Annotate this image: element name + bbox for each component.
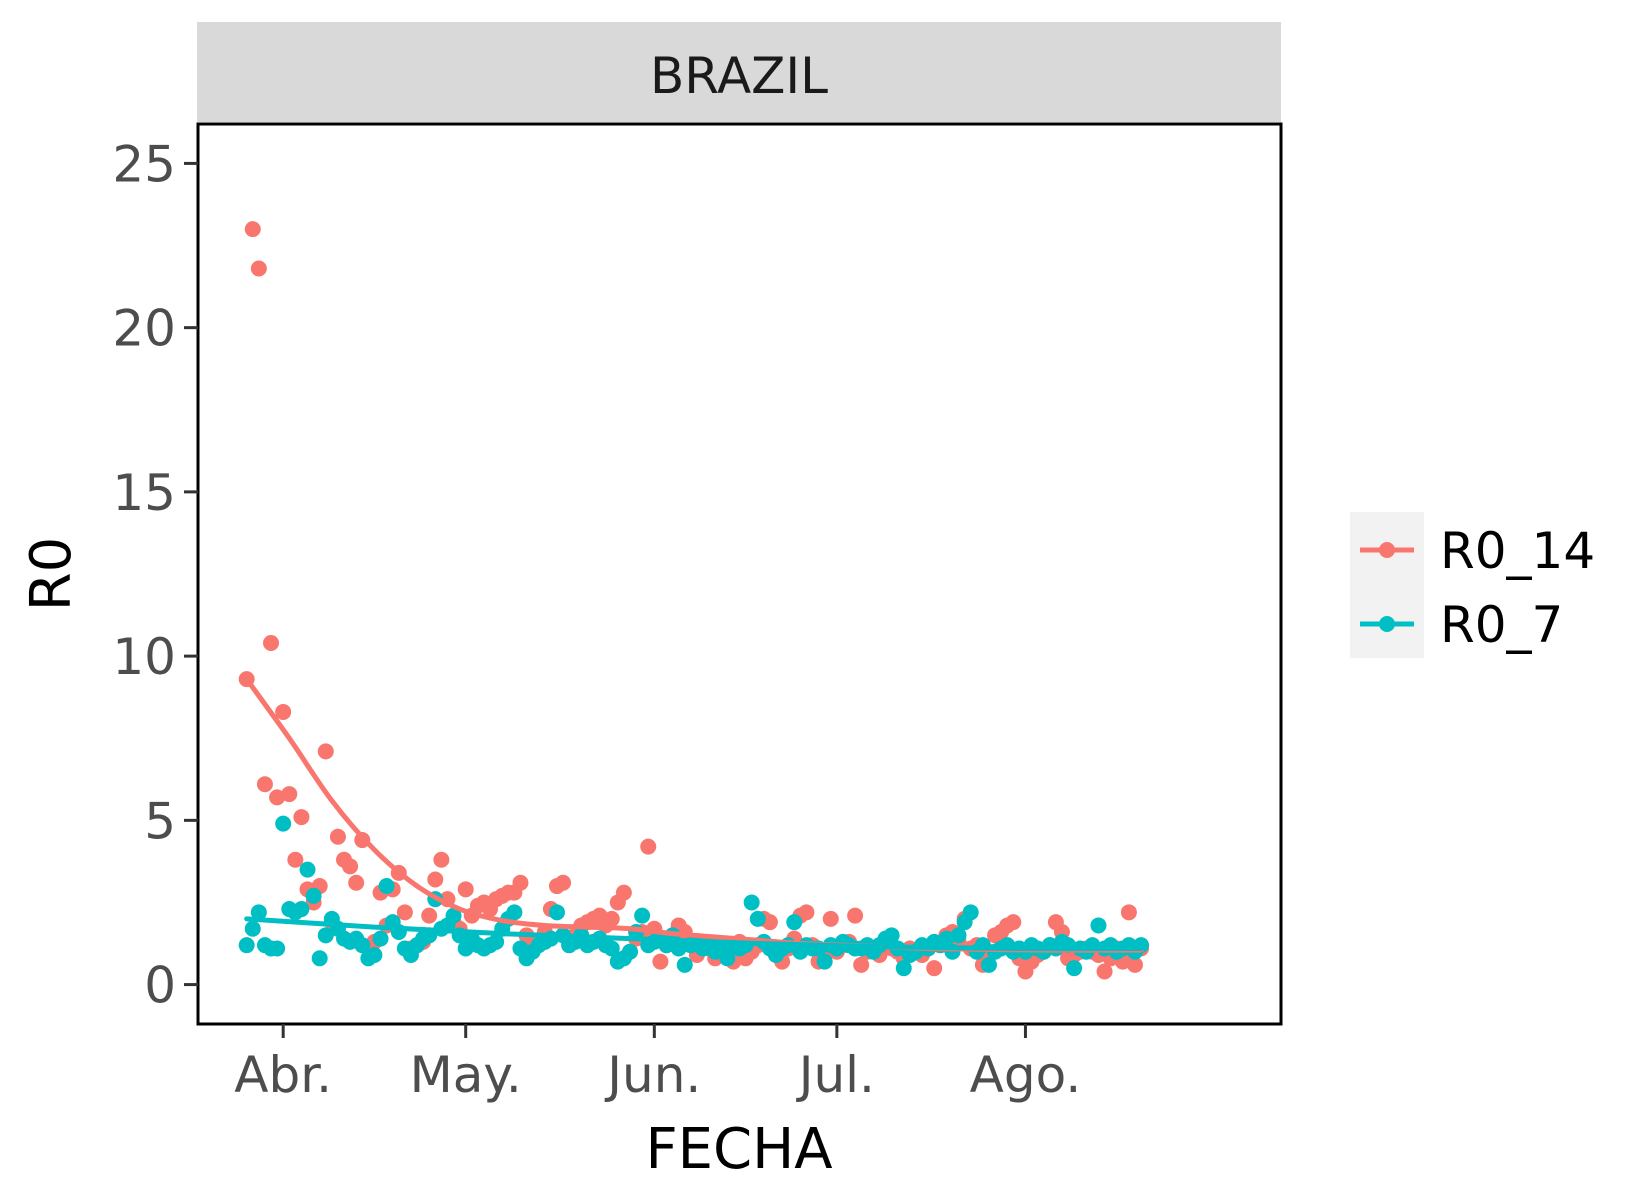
x-tick-label: May. <box>410 1046 522 1104</box>
data-point-r0-7 <box>445 907 462 924</box>
data-point-r0-14 <box>427 871 444 888</box>
data-point-r0-14 <box>926 960 943 977</box>
data-point-r0-14 <box>275 703 292 720</box>
trend-line-r0-7 <box>244 916 1144 952</box>
data-point-r0-7 <box>372 930 389 947</box>
data-point-r0-14 <box>263 634 280 651</box>
data-point-r0-7 <box>293 901 310 918</box>
data-point-r0-14 <box>433 851 450 868</box>
data-point-r0-14 <box>640 838 657 855</box>
data-point-r0-7 <box>938 930 955 947</box>
data-point-r0-7 <box>1090 917 1107 934</box>
y-tick-label: 20 <box>112 300 176 358</box>
data-point-r0-7 <box>603 940 620 957</box>
data-point-r0-14 <box>847 907 864 924</box>
data-point-r0-7 <box>378 878 395 895</box>
data-point-r0-7 <box>238 937 255 954</box>
legend-key-point-r0-7 <box>1379 616 1395 632</box>
legend-label-r0-7: R0_7 <box>1440 596 1563 654</box>
x-tick-label: Jun. <box>604 1046 701 1104</box>
data-point-r0-7 <box>743 894 760 911</box>
data-point-r0-7 <box>354 937 371 954</box>
data-point-r0-7 <box>317 927 334 944</box>
data-point-r0-7 <box>621 943 638 960</box>
y-tick-label: 5 <box>144 792 176 850</box>
x-axis-title: FECHA <box>645 1117 832 1182</box>
data-point-r0-14 <box>329 828 346 845</box>
x-tick-label: Abr. <box>234 1046 332 1104</box>
y-axis-title: R0 <box>19 537 84 612</box>
data-point-r0-14 <box>244 221 261 238</box>
data-point-r0-7 <box>962 904 979 921</box>
data-point-r0-14 <box>1120 904 1137 921</box>
data-point-r0-14 <box>269 789 286 806</box>
data-point-r0-7 <box>676 956 693 973</box>
data-point-r0-7 <box>749 910 766 927</box>
data-point-r0-14 <box>822 910 839 927</box>
data-point-r0-7 <box>816 953 833 970</box>
data-point-r0-14 <box>281 786 298 803</box>
data-point-r0-7 <box>548 904 565 921</box>
data-point-r0-7 <box>250 904 267 921</box>
data-point-r0-14 <box>853 956 870 973</box>
data-point-r0-14 <box>798 904 815 921</box>
y-tick-label: 15 <box>112 464 176 522</box>
legend-label-r0-14: R0_14 <box>1440 522 1595 580</box>
data-point-r0-14 <box>317 743 334 760</box>
data-point-r0-14 <box>348 874 365 891</box>
facet-strip <box>197 22 1281 122</box>
x-axis: Abr. May. Jun. Jul. Ago. <box>234 1024 1081 1104</box>
data-point-r0-7 <box>488 933 505 950</box>
data-point-r0-14 <box>555 874 572 891</box>
data-point-r0-7 <box>275 815 292 832</box>
y-tick-label: 10 <box>112 628 176 686</box>
legend: R0_14 R0_7 <box>1350 512 1595 658</box>
data-point-r0-7 <box>311 950 328 967</box>
data-point-r0-14 <box>1096 963 1113 980</box>
legend-key-background <box>1350 512 1424 658</box>
data-point-r0-14 <box>256 776 273 793</box>
y-tick-label: 25 <box>112 135 176 193</box>
data-point-r0-7 <box>1066 960 1083 977</box>
data-point-r0-14 <box>1005 914 1022 931</box>
data-point-r0-14 <box>603 910 620 927</box>
data-point-r0-7 <box>895 960 912 977</box>
data-point-r0-7 <box>883 927 900 944</box>
data-point-r0-7 <box>299 861 316 878</box>
data-point-r0-14 <box>396 904 413 921</box>
x-tick-label: Ago. <box>970 1046 1082 1104</box>
data-point-r0-14 <box>421 907 438 924</box>
data-point-r0-7 <box>634 907 651 924</box>
data-point-r0-7 <box>244 920 261 937</box>
plot-panel <box>196 122 1283 1026</box>
data-point-r0-14 <box>293 809 310 826</box>
data-point-r0-14 <box>761 914 778 931</box>
data-point-r0-7 <box>980 956 997 973</box>
data-point-r0-7 <box>719 950 736 967</box>
data-point-r0-14 <box>512 874 529 891</box>
data-point-r0-7 <box>305 887 322 904</box>
data-point-r0-7 <box>786 914 803 931</box>
x-tick-label: Jul. <box>796 1046 875 1104</box>
data-point-r0-7 <box>269 940 286 957</box>
data-point-r0-14 <box>615 884 632 901</box>
data-point-r0-14 <box>342 858 359 875</box>
trend-layer <box>244 676 1144 953</box>
data-point-r0-7 <box>670 940 687 957</box>
data-point-r0-7 <box>366 947 383 964</box>
data-point-r0-14 <box>1126 956 1143 973</box>
data-point-r0-14 <box>457 881 474 898</box>
y-tick-label: 0 <box>144 957 176 1015</box>
data-point-r0-14 <box>287 851 304 868</box>
facet-strip-label: BRAZIL <box>650 47 828 105</box>
data-point-r0-7 <box>950 927 967 944</box>
y-axis: 0 5 10 15 20 25 <box>112 135 198 1015</box>
data-point-r0-14 <box>250 260 267 277</box>
data-point-r0-7 <box>506 904 523 921</box>
data-point-r0-14 <box>652 953 669 970</box>
legend-key-point-r0-14 <box>1379 542 1395 558</box>
